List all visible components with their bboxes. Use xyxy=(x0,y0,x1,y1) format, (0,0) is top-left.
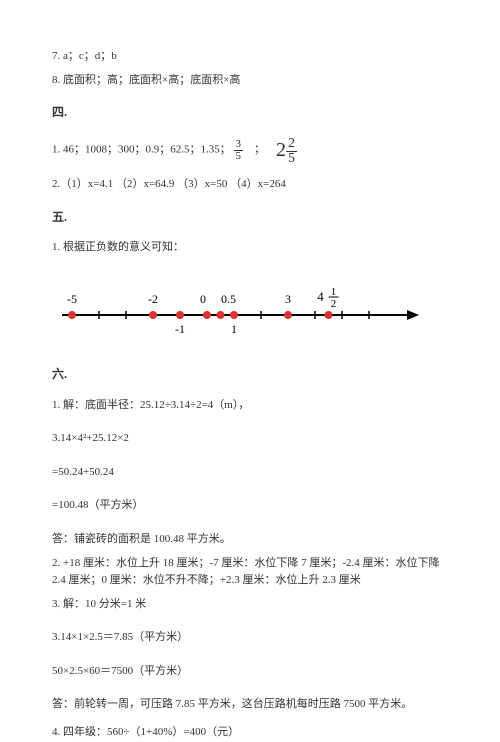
s4-sep xyxy=(246,144,252,156)
s6-line-1: 3.14×4²+25.12×2 xyxy=(52,430,448,448)
s6-line-0: 1. 解：底面半径：25.12÷3.14÷2=4（m）， xyxy=(52,397,448,415)
svg-text:-5: -5 xyxy=(67,292,77,306)
section-4-header: 四. xyxy=(52,103,448,122)
s4-sep2: ； xyxy=(254,144,265,156)
s6-line-5: 2. +18 厘米：水位上升 18 厘米；-7 厘米：水位下降 7 厘米；-2.… xyxy=(52,555,448,590)
section-5-header: 五. xyxy=(52,208,448,227)
svg-text:1: 1 xyxy=(231,322,237,336)
number-line-svg: -5-2-100.513412 xyxy=(52,275,422,345)
mixed-number: 225 xyxy=(276,139,297,161)
section-6-header: 六. xyxy=(52,365,448,384)
fraction-3-5: 3 5 xyxy=(234,139,244,162)
answer-8: 8. 底面积；高；底面积×高；底面积×高 xyxy=(52,72,448,90)
svg-text:3: 3 xyxy=(285,292,291,306)
s4-sep3 xyxy=(268,144,274,156)
s6-line-4: 答：铺瓷砖的面积是 100.48 平方米。 xyxy=(52,531,448,549)
mixed-den: 5 xyxy=(286,152,297,166)
s6-line-8: 50×2.5×60＝7500（平方米） xyxy=(52,663,448,681)
s6-line-7: 3.14×1×2.5＝7.85（平方米） xyxy=(52,629,448,647)
svg-text:1: 1 xyxy=(331,286,337,298)
s6-line-10: 4. 四年级：560÷（1+40%）=400（元） xyxy=(52,724,448,742)
svg-text:0: 0 xyxy=(200,292,206,306)
s6-line-6: 3. 解：10 分米=1 米 xyxy=(52,596,448,614)
mixed-int: 2 xyxy=(276,139,286,161)
s4-l1-prefix: 1. 46；1008；300；0.9；62.5；1.35； xyxy=(52,144,231,156)
mixed-frac: 25 xyxy=(286,137,297,166)
section-4-line-1: 1. 46；1008；300；0.9；62.5；1.35； 3 5 ； 225 xyxy=(52,134,448,166)
frac-den: 5 xyxy=(234,151,244,162)
svg-text:0.5: 0.5 xyxy=(221,292,236,306)
number-line: -5-2-100.513412 xyxy=(52,275,448,352)
section-4-line-2: 2.（1）x=4.1 （2）x=64.9 （3）x=50 （4）x=264 xyxy=(52,176,448,194)
s6-line-3: =100.48（平方米） xyxy=(52,497,448,515)
section-5-line-1: 1. 根据正负数的意义可知： xyxy=(52,239,448,257)
svg-text:4: 4 xyxy=(317,289,324,304)
svg-text:2: 2 xyxy=(331,298,337,310)
svg-text:-1: -1 xyxy=(175,322,185,336)
s6-line-9: 答：前轮转一周，可压路 7.85 平方米，这台压路机每时压路 7500 平方米。 xyxy=(52,696,448,714)
mixed-num: 2 xyxy=(286,137,297,152)
s6-line-2: =50.24+50.24 xyxy=(52,464,448,482)
svg-text:-2: -2 xyxy=(148,292,158,306)
answer-7: 7. a；c；d；b xyxy=(52,48,448,66)
